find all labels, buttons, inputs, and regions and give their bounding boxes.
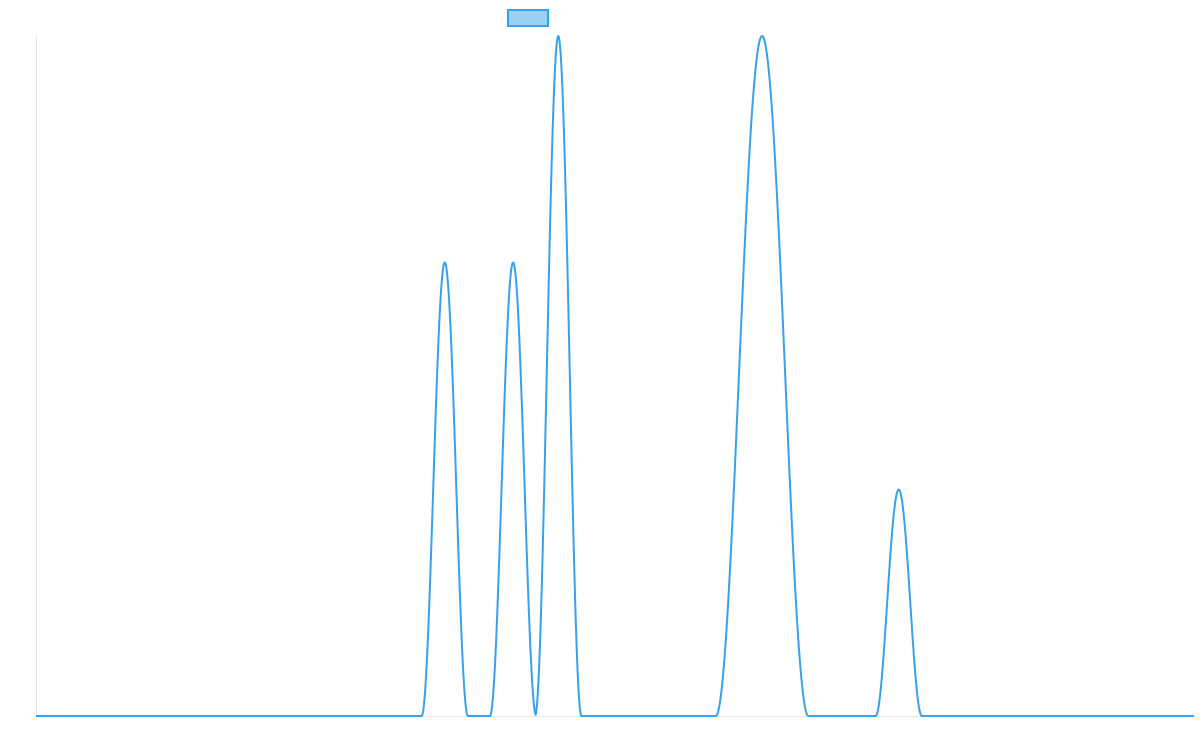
series-line[interactable] <box>35 35 1195 717</box>
legend[interactable] <box>507 9 549 27</box>
peak-point-3[interactable] <box>552 30 564 42</box>
peak-point-4[interactable] <box>756 30 768 42</box>
series-layer <box>35 30 1195 717</box>
peak-point-2[interactable] <box>507 256 519 268</box>
legend-swatch[interactable] <box>507 9 549 27</box>
peak-point-1[interactable] <box>439 256 451 268</box>
peak-point-5[interactable] <box>893 484 905 496</box>
axes <box>36 36 1194 717</box>
